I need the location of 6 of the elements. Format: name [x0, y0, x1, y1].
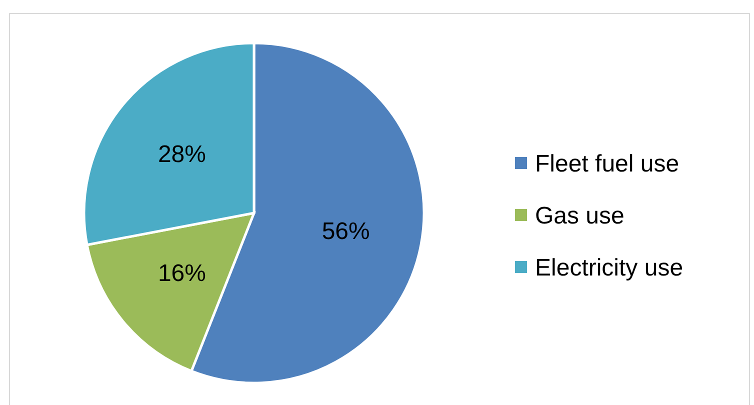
legend-label: Fleet fuel use: [535, 150, 680, 178]
data-label: 16%: [158, 260, 206, 287]
legend-label: Gas use: [535, 202, 624, 230]
data-label: 28%: [158, 140, 206, 168]
legend-label: Electricity use: [535, 254, 684, 282]
data-label: 56%: [322, 218, 370, 245]
